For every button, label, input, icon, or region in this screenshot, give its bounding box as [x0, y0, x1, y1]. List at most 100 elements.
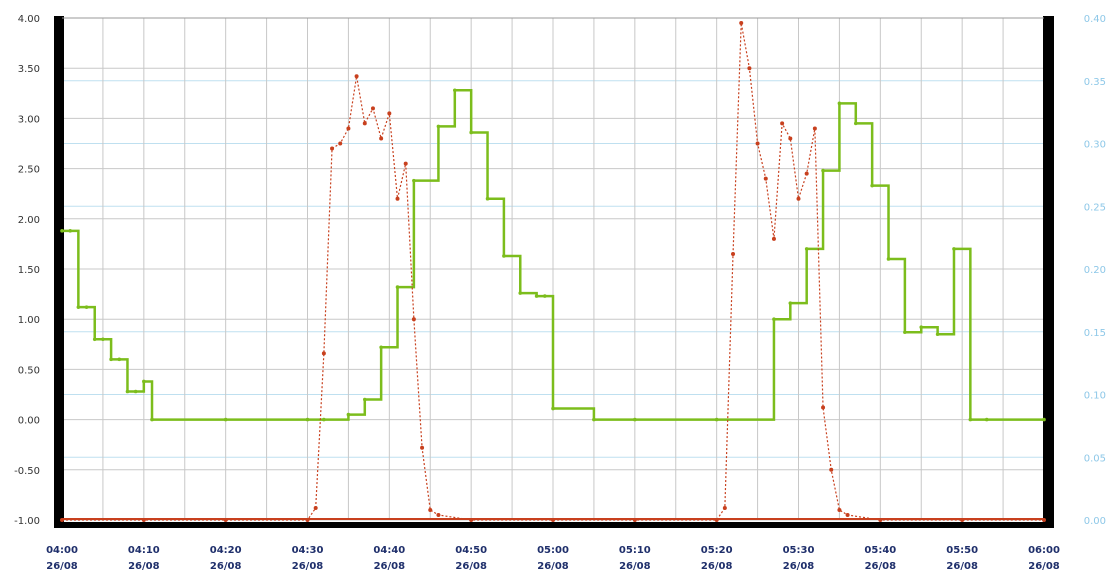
left-axis-bar [54, 16, 64, 528]
x-tick-date-label: 26/08 [1028, 561, 1060, 572]
x-tick-date-label: 26/08 [537, 561, 569, 572]
chart-tick-labels: 4.00 3.50 3.00 2.50 2.00 1.50 1.00 0.50 0.00 -0.5… [14, 14, 1106, 572]
x-tick-time-label: 04:10 [128, 545, 160, 556]
data-point-red [387, 111, 392, 116]
data-point-green [952, 247, 956, 251]
data-point-red [780, 121, 785, 126]
data-point-green [837, 101, 842, 106]
x-tick-time-label: 05:10 [619, 545, 651, 556]
data-point-green [968, 417, 973, 422]
data-point-red [411, 317, 416, 322]
data-point-green [322, 417, 326, 422]
data-point-red [845, 512, 850, 517]
data-point-red [330, 146, 335, 151]
data-point-green [60, 229, 64, 233]
x-tick-date-label: 26/08 [210, 561, 242, 572]
data-point-green [109, 357, 113, 362]
right-axis-bar [1043, 16, 1054, 528]
y-left-tick-label: 2.50 [18, 165, 40, 176]
data-point-red [346, 126, 351, 131]
y-right-tick-label: 0.05 [1084, 453, 1106, 464]
data-point-green [502, 254, 506, 258]
data-point-green [1042, 417, 1046, 422]
data-point-red [755, 141, 760, 146]
data-point-green [436, 124, 441, 129]
x-tick-date-label: 26/08 [865, 561, 897, 572]
data-point-red [321, 351, 326, 356]
data-point-green [772, 317, 776, 322]
data-point-green [984, 417, 989, 422]
data-point-green [125, 389, 130, 394]
y-right-tick-label: 0.30 [1084, 140, 1106, 151]
data-point-red [804, 171, 809, 176]
data-point-red [812, 126, 817, 131]
data-point-green [379, 345, 383, 350]
data-point-red [362, 121, 367, 126]
x-tick-time-label: 04:00 [46, 545, 78, 556]
data-point-red [395, 196, 400, 201]
chart-series [60, 21, 1046, 522]
x-tick-time-label: 04:50 [455, 545, 487, 556]
data-point-green [534, 294, 539, 298]
x-tick-time-label: 06:00 [1028, 545, 1060, 556]
data-point-green [821, 168, 825, 173]
data-point-red [428, 507, 433, 512]
data-point-green [919, 325, 924, 330]
data-point-red [796, 196, 801, 201]
data-point-green [101, 337, 105, 342]
data-point-green [886, 257, 891, 261]
data-point-green [853, 121, 858, 126]
data-point-red [722, 505, 727, 510]
y-right-tick-label: 0.40 [1084, 14, 1106, 25]
data-point-green [804, 247, 809, 251]
y-left-tick-label: 1.50 [18, 265, 40, 276]
x-tick-date-label: 26/08 [46, 561, 78, 572]
y-left-tick-label: 2.00 [18, 215, 40, 226]
y-right-tick-label: 0.25 [1084, 202, 1106, 213]
x-tick-date-label: 26/08 [374, 561, 406, 572]
data-point-red [403, 161, 408, 166]
data-point-red [771, 236, 776, 241]
y-left-tick-label: 0.50 [18, 365, 40, 376]
data-point-green [592, 417, 596, 422]
data-point-green [346, 412, 351, 417]
data-point-green [223, 417, 228, 422]
x-tick-date-label: 26/08 [455, 561, 487, 572]
chart-axes [54, 16, 1054, 528]
y-right-tick-label: 0.20 [1084, 265, 1106, 276]
x-tick-date-label: 26/08 [128, 561, 160, 572]
y-right-tick-label: 0.35 [1084, 77, 1106, 88]
x-tick-time-label: 05:20 [701, 545, 733, 556]
series-2 [60, 21, 1046, 522]
data-point-red [731, 251, 736, 256]
data-point-red [829, 467, 834, 472]
data-point-green [551, 406, 555, 411]
data-point-green [714, 417, 719, 422]
data-point-red [436, 512, 441, 517]
x-tick-date-label: 26/08 [783, 561, 815, 572]
x-tick-date-label: 26/08 [292, 561, 324, 572]
y-left-tick-label: -0.50 [14, 466, 40, 477]
data-point-green [543, 294, 547, 298]
data-point-green [453, 88, 457, 93]
data-point-green [412, 178, 416, 183]
data-point-red [313, 505, 318, 510]
chart-grid [61, 17, 1045, 521]
y-right-tick-label: 0.00 [1084, 516, 1106, 527]
y-left-tick-label: 1.00 [18, 315, 40, 326]
y-left-tick-label: -1.00 [14, 516, 40, 527]
y-left-tick-label: 4.00 [18, 14, 40, 25]
y-left-tick-label: 3.00 [18, 114, 40, 125]
x-tick-time-label: 05:00 [537, 545, 569, 556]
x-tick-date-label: 26/08 [619, 561, 651, 572]
data-point-green [150, 417, 154, 422]
y-right-tick-label: 0.15 [1084, 328, 1106, 339]
data-point-green [903, 330, 907, 335]
data-point-red [788, 136, 793, 141]
data-point-green [117, 357, 122, 362]
data-point-green [518, 291, 523, 295]
x-tick-time-label: 05:30 [783, 545, 815, 556]
y-left-tick-label: 0.00 [18, 416, 40, 427]
y-left-tick-label: 3.50 [18, 64, 40, 75]
data-point-green [142, 379, 146, 384]
